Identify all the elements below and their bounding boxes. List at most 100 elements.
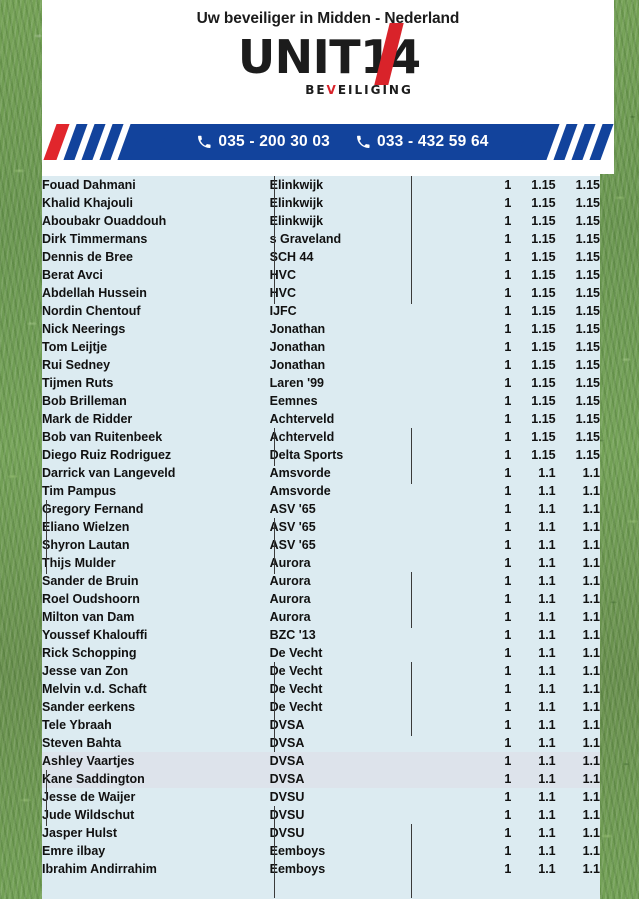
cell-count: 1 — [504, 394, 512, 408]
cell-club-name: Aurora — [269, 610, 311, 624]
cell-value-1: 1.15 — [531, 394, 556, 408]
cell-club-name: Jonathan — [269, 340, 326, 354]
cell-player-name: Dennis de Bree — [42, 250, 134, 264]
table-row[interactable]: Abdellah Hussein HVC 1 1.15 1.15 — [42, 284, 600, 302]
cell-spacer — [407, 698, 467, 716]
cell-spacer — [407, 482, 467, 500]
cell-player-name: Sander eerkens — [42, 700, 136, 714]
cell-count: 1 — [504, 646, 512, 660]
cell-value-1: 1.1 — [538, 790, 556, 804]
table-row[interactable]: Dennis de Bree SCH 44 1 1.15 1.15 — [42, 248, 600, 266]
logo-subtitle-rest: EILIGING — [337, 83, 413, 98]
cell-club-name: Jonathan — [269, 322, 326, 336]
table-row[interactable]: Kane Saddington DVSA 1 1.1 1.1 — [42, 770, 600, 788]
cell-club-name: Elinkwijk — [269, 214, 324, 228]
cell-club-name: Aurora — [269, 574, 311, 588]
cell-player-name: Youssef Khalouffi — [42, 628, 148, 642]
table-row[interactable]: Jesse de Waijer DVSU 1 1.1 1.1 — [42, 788, 600, 806]
table-row[interactable]: Steven Bahta DVSA 1 1.1 1.1 — [42, 734, 600, 752]
cell-player-name: Kane Saddington — [42, 770, 270, 788]
table-row[interactable]: Youssef Khalouffi BZC '13 1 1.1 1.1 — [42, 626, 600, 644]
logo-number-group: 14 — [360, 23, 421, 86]
table-row[interactable]: Tele Ybraah DVSA 1 1.1 1.1 — [42, 716, 600, 734]
table-row[interactable]: Dirk Timmermans s Graveland 1 1.15 1.15 — [42, 230, 600, 248]
cell-player-name: Ashley Vaartjes — [42, 752, 270, 770]
cell-value-2: 1.1 — [582, 538, 600, 552]
table-row[interactable]: Milton van Dam Aurora 1 1.1 1.1 — [42, 608, 600, 626]
table-row[interactable]: Khalid Khajouli Elinkwijk 1 1.15 1.15 — [42, 194, 600, 212]
cell-value-1: 1.1 — [538, 682, 556, 696]
company-logo: UNIT14 BEVEILIGING — [42, 23, 614, 113]
table-row[interactable]: Ashley Vaartjes DVSA 1 1.1 1.1 — [42, 752, 600, 770]
table-row[interactable]: Rui Sedney Jonathan 1 1.15 1.15 — [42, 356, 600, 374]
cell-player-name: Tim Pampus — [42, 484, 117, 498]
table-row[interactable]: Sander eerkens De Vecht 1 1.1 1.1 — [42, 698, 600, 716]
cell-value-1: 1.1 — [538, 610, 556, 624]
table-row[interactable]: Shyron Lautan ASV '65 1 1.1 1.1 — [42, 536, 600, 554]
cell-player-name: Milton van Dam — [42, 610, 135, 624]
cell-club-name: De Vecht — [269, 682, 323, 696]
table-row[interactable]: Emre ilbay Eemboys 1 1.1 1.1 — [42, 842, 600, 860]
cell-value-1: 1.1 — [538, 664, 556, 678]
table-row[interactable]: Jesse van Zon De Vecht 1 1.1 1.1 — [42, 662, 600, 680]
table-row[interactable]: Tim Pampus Amsvorde 1 1.1 1.1 — [42, 482, 600, 500]
cell-value-2: 1.1 — [555, 770, 600, 788]
table-row[interactable]: Thijs Mulder Aurora 1 1.1 1.1 — [42, 554, 600, 572]
phone-entry-1[interactable]: 035 - 200 30 03 — [197, 133, 330, 151]
cell-count: 1 — [504, 178, 512, 192]
table-row[interactable]: Mark de Ridder Achterveld 1 1.15 1.15 — [42, 410, 600, 428]
cell-value-2: 1.15 — [575, 268, 600, 282]
cell-count: 1 — [504, 790, 512, 804]
table-row[interactable]: Tom Leijtje Jonathan 1 1.15 1.15 — [42, 338, 600, 356]
table-row[interactable]: Aboubakr Ouaddouh Elinkwijk 1 1.15 1.15 — [42, 212, 600, 230]
cell-value-1: 1.15 — [531, 214, 556, 228]
cell-player-name: Khalid Khajouli — [42, 196, 133, 210]
table-row[interactable]: Eliano Wielzen ASV '65 1 1.1 1.1 — [42, 518, 600, 536]
table-row[interactable]: Gregory Fernand ASV '65 1 1.1 1.1 — [42, 500, 600, 518]
phone-icon — [198, 135, 211, 148]
cell-value-2: 1.15 — [575, 358, 600, 372]
cell-value-2: 1.15 — [575, 250, 600, 264]
table-row[interactable]: Tijmen Ruts Laren '99 1 1.15 1.15 — [42, 374, 600, 392]
column-divider-segment — [411, 428, 412, 484]
contact-banner: 035 - 200 30 03 033 - 432 59 64 — [42, 124, 614, 160]
table-row[interactable]: Nordin Chentouf IJFC 1 1.15 1.15 — [42, 302, 600, 320]
cell-count: 1 — [504, 808, 512, 822]
table-row[interactable]: Diego Ruiz Rodriguez Delta Sports 1 1.15 1.1… — [42, 446, 600, 464]
cell-spacer — [407, 338, 467, 356]
table-row[interactable]: Rick Schopping De Vecht 1 1.1 1.1 — [42, 644, 600, 662]
table-row[interactable]: Jasper Hulst DVSU 1 1.1 1.1 — [42, 824, 600, 842]
table-row[interactable]: Darrick van Langeveld Amsvorde 1 1.1 1.1 — [42, 464, 600, 482]
table-row[interactable]: Ibrahim Andirrahim Eemboys 1 1.1 1.1 — [42, 860, 600, 878]
cell-club-name: De Vecht — [269, 700, 323, 714]
phone-entry-2[interactable]: 033 - 432 59 64 — [356, 133, 489, 151]
roster-table-panel[interactable]: Fouad Dahmani Elinkwijk 1 1.15 1.15 Khalid Kh… — [42, 174, 600, 899]
table-row[interactable]: Sander de Bruin Aurora 1 1.1 1.1 — [42, 572, 600, 590]
cell-value-2: 1.1 — [582, 574, 600, 588]
cell-player-name: Abdellah Hussein — [42, 286, 147, 300]
table-row[interactable]: Bob Brilleman Eemnes 1 1.15 1.15 — [42, 392, 600, 410]
cell-spacer — [407, 608, 467, 626]
table-row[interactable]: Jude Wildschut DVSU 1 1.1 1.1 — [42, 806, 600, 824]
table-row[interactable]: Berat Avci HVC 1 1.15 1.15 — [42, 266, 600, 284]
table-row[interactable]: Melvin v.d. Schaft De Vecht 1 1.1 1.1 — [42, 680, 600, 698]
cell-count: 1 — [504, 862, 512, 876]
cell-value-2: 1.15 — [575, 376, 600, 390]
cell-count: 1 — [504, 412, 512, 426]
cell-value-1: 1.15 — [531, 358, 556, 372]
cell-player-name: Roel Oudshoorn — [42, 592, 140, 606]
cell-spacer — [407, 860, 467, 878]
table-row[interactable]: Roel Oudshoorn Aurora 1 1.1 1.1 — [42, 590, 600, 608]
cell-spacer — [407, 374, 467, 392]
cell-value-1: 1.1 — [538, 700, 556, 714]
table-row[interactable]: Nick Neerings Jonathan 1 1.15 1.15 — [42, 320, 600, 338]
cell-count: 1 — [504, 718, 512, 732]
cell-count: 1 — [504, 700, 512, 714]
cell-spacer — [407, 734, 467, 752]
column-divider-segment — [274, 662, 275, 752]
table-row[interactable]: Bob van Ruitenbeek Achterveld 1 1.15 1.15 — [42, 428, 600, 446]
cell-count: 1 — [504, 286, 512, 300]
table-row[interactable]: Fouad Dahmani Elinkwijk 1 1.15 1.15 — [42, 176, 600, 194]
cell-count: 1 — [504, 376, 512, 390]
cell-spacer — [407, 518, 467, 536]
